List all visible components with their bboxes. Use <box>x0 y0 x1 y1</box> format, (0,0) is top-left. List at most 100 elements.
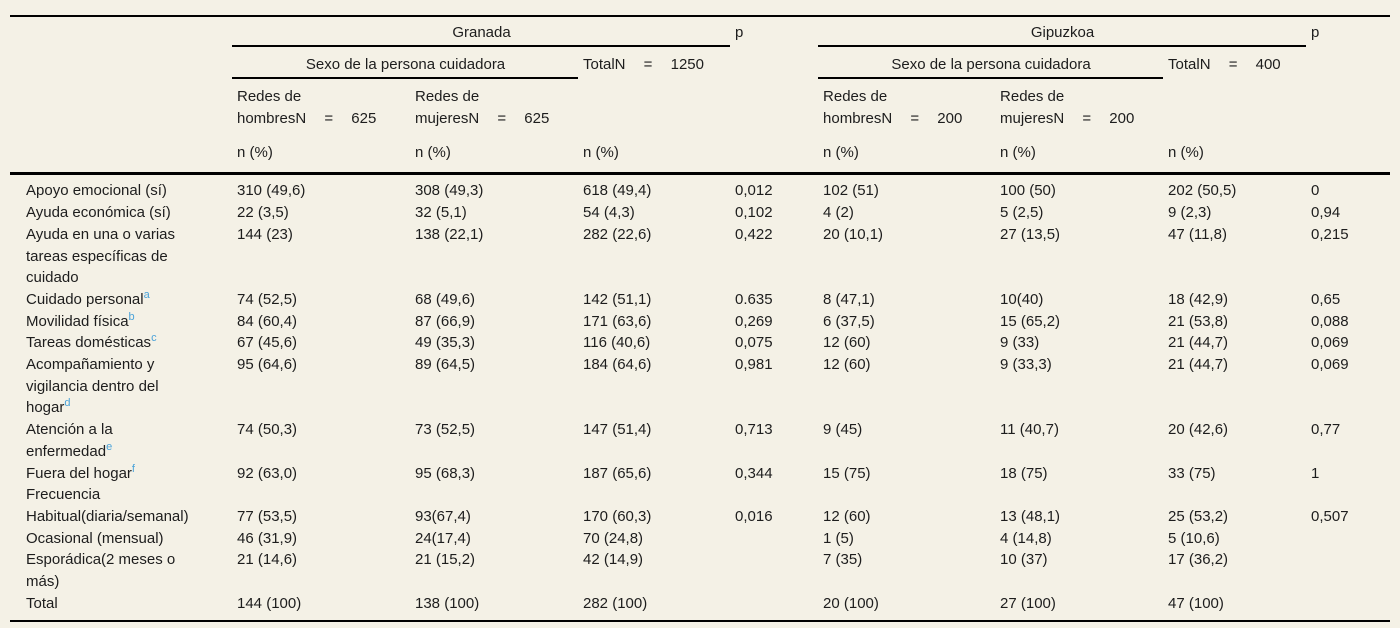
table-row: Total 144 (100) 138 (100) 282 (100) 20 (100)… <box>10 593 1390 622</box>
data-cell: 70 (24,8) <box>583 529 644 547</box>
empty-cell <box>10 139 232 176</box>
data-cell: 4 (14,8) <box>1000 529 1052 547</box>
data-cell: 170 (60,3) <box>583 507 652 525</box>
data-cell: 47 (11,8) <box>1168 225 1227 243</box>
data-cell: 187 (65,6) <box>583 464 652 482</box>
sex-header-gipuzkoa: Sexo de la persona cuidadora <box>818 46 1164 79</box>
data-cell: 0,65 <box>1311 290 1341 308</box>
data-cell: 87 (66,9) <box>415 312 476 330</box>
footnote-ref[interactable]: f <box>131 462 135 475</box>
table-row: Tareas domésticasc 67 (45,6) 49 (35,3) 116 … <box>10 332 1390 354</box>
row-label-text: Tareas domésticas <box>26 334 152 352</box>
table-row: Cuidado personala 74 (52,5) 68 (49,6) 142 (… <box>10 289 1390 311</box>
table-row: Ayuda en una o varias tareas específicas… <box>10 224 1390 289</box>
data-cell: 67 (45,6) <box>237 334 298 352</box>
region-header-gipuzkoa: Gipuzkoa <box>818 16 1307 47</box>
row-label-text: Habitual(diaria/semanal) <box>26 507 189 525</box>
row-label: Tareas domésticasc <box>10 332 232 354</box>
data-cell: 74 (52,5) <box>237 290 298 308</box>
data-cell: 0,94 <box>1311 204 1341 222</box>
data-cell: 15 (75) <box>823 464 871 482</box>
total-n-granada: TotalN = 1250 <box>583 56 704 73</box>
data-cell: 5 (2,5) <box>1000 204 1044 222</box>
row-label: Acompañamiento y vigilancia dentro del h… <box>10 354 232 419</box>
data-cell: 12 (60) <box>823 356 871 374</box>
data-cell: 0.635 <box>735 290 773 308</box>
data-cell <box>578 484 730 506</box>
data-cell <box>232 484 410 506</box>
empty-cell <box>1306 46 1390 78</box>
data-cell: 0,088 <box>1311 312 1349 330</box>
row-label: Cuidado personala <box>10 289 232 311</box>
data-cell: 77 (53,5) <box>237 507 298 525</box>
data-cell <box>410 484 578 506</box>
footnote-ref[interactable]: c <box>151 332 157 345</box>
data-cell <box>818 484 995 506</box>
data-cell: 0 <box>1311 182 1320 200</box>
data-cell: 9 (33,3) <box>1000 356 1052 374</box>
data-cell: 15 (65,2) <box>1000 312 1061 330</box>
data-cell: 12 (60) <box>823 507 871 525</box>
table-row: Acompañamiento y vigilancia dentro del h… <box>10 354 1390 419</box>
data-cell: 6 (37,5) <box>823 312 875 330</box>
row-label-text: Fuera del hogar <box>26 464 132 482</box>
data-cell: 20 (10,1) <box>823 225 884 243</box>
unit-header: n (%) <box>818 139 996 176</box>
data-cell: 21 (14,6) <box>237 551 298 569</box>
data-cell: 92 (63,0) <box>237 464 298 482</box>
row-label: Atención a la enfermedade <box>10 419 232 462</box>
subgroup-header-gipuzkoa-women: Redes de mujeresN = 200 <box>995 78 1163 139</box>
table-header: Granada p Gipuzkoa p Sexo de la persona … <box>10 16 1391 176</box>
data-cell: 0,344 <box>735 464 773 482</box>
unit-header: n (%) <box>410 139 578 176</box>
total-n-gipuzkoa: TotalN = 400 <box>1168 56 1281 73</box>
data-cell: 11 (40,7) <box>1000 421 1059 439</box>
row-label-text: Acompañamiento y vigilancia dentro del h… <box>26 356 159 417</box>
data-cell: 25 (53,2) <box>1168 507 1229 525</box>
empty-cell <box>10 46 232 78</box>
unit-header-row: n (%) n (%) n (%) n (%) n (%) n (%) <box>10 139 1391 176</box>
empty-cell <box>10 16 232 46</box>
row-label: Fuera del hogarf <box>10 463 232 485</box>
table-row: Esporádica(2 meses o más) 21 (14,6) 21 (15… <box>10 549 1390 592</box>
data-cell: 147 (51,4) <box>583 421 652 439</box>
data-cell <box>1306 484 1390 506</box>
footnote-ref[interactable]: e <box>106 440 113 453</box>
empty-cell <box>730 46 818 78</box>
data-cell: 0,269 <box>735 312 773 330</box>
subgroup-header-row: Redes de hombresN = 625 Redes de mujeres… <box>10 78 1390 139</box>
empty-cell <box>1306 139 1391 176</box>
subgroup-label-line: Redes de <box>823 88 888 105</box>
empty-cell <box>10 78 232 139</box>
subgroup-label-line: Redes de <box>415 88 480 105</box>
unit-header: n (%) <box>232 139 410 176</box>
data-cell: 144 (23) <box>237 225 293 243</box>
data-cell: 0,713 <box>735 421 773 439</box>
data-cell: 0,075 <box>735 334 773 352</box>
data-cell: 184 (64,6) <box>583 356 652 374</box>
subgroup-n-line: mujeresN = 200 <box>1000 109 1135 127</box>
row-label: Apoyo emocional (sí) <box>10 174 232 202</box>
data-cell: 93(67,4) <box>415 507 471 525</box>
data-cell: 5 (10,6) <box>1168 529 1220 547</box>
row-label-text: Ayuda en una o varias tareas específicas… <box>26 225 175 287</box>
empty-cell <box>730 78 818 139</box>
data-cell: 138 (100) <box>415 594 480 612</box>
region-header-row: Granada p Gipuzkoa p <box>10 16 1390 47</box>
data-cell: 0,016 <box>735 507 773 525</box>
unit-header: n (%) <box>1163 139 1307 176</box>
footnote-ref[interactable]: a <box>143 288 150 301</box>
subgroup-n-line: hombresN = 625 <box>237 109 377 127</box>
footnote-ref[interactable]: b <box>128 310 135 323</box>
data-cell: 27 (13,5) <box>1000 225 1061 243</box>
data-cell: 144 (100) <box>237 594 302 612</box>
table-row: Movilidad físicab 84 (60,4) 87 (66,9) 171 (… <box>10 311 1390 333</box>
data-cell: 12 (60) <box>823 334 871 352</box>
sex-header-granada: Sexo de la persona cuidadora <box>232 46 578 79</box>
footnote-ref[interactable]: d <box>64 397 71 410</box>
subgroup-header-gipuzkoa-men: Redes de hombresN = 200 <box>818 78 995 139</box>
data-cell: 84 (60,4) <box>237 312 298 330</box>
data-cell: 74 (50,3) <box>237 421 298 439</box>
row-label: Movilidad físicab <box>10 311 232 333</box>
data-cell: 89 (64,5) <box>415 356 476 374</box>
